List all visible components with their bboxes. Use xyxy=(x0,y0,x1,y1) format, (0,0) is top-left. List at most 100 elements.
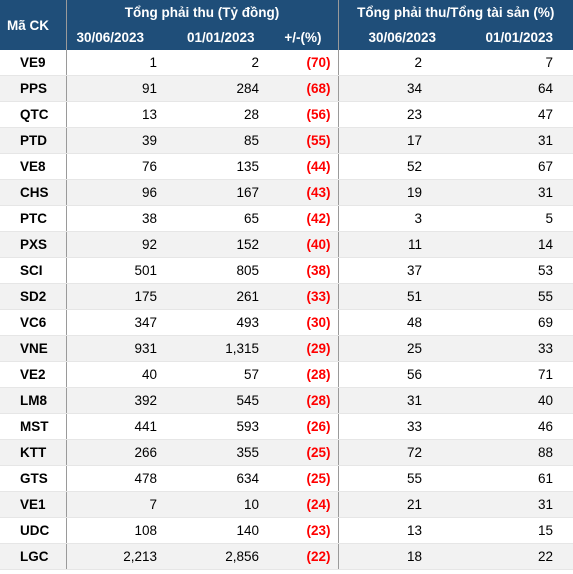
table-row: LM8 392 545 (28) 31 40 xyxy=(0,387,573,414)
ratio-prior: 88 xyxy=(454,439,573,466)
stock-symbol: MST xyxy=(0,413,67,440)
table-header: Mã CK Tổng phải thu (Tỷ đồng) Tổng phải … xyxy=(0,0,573,50)
receivables-prior: 261 xyxy=(165,283,267,310)
table-row: UDC 108 140 (23) 13 15 xyxy=(0,517,573,544)
stock-symbol: PPS xyxy=(0,75,67,102)
ratio-current: 21 xyxy=(338,491,455,518)
table-body: VE9 1 2 (70) 2 7 PPS 91 284 (68) 34 64 QTC 13 28 (56) 23… xyxy=(0,50,573,570)
stock-symbol: SCI xyxy=(0,257,67,284)
ratio-prior: 69 xyxy=(454,309,573,336)
receivables-current: 7 xyxy=(66,491,165,518)
stock-symbol: GTS xyxy=(0,465,67,492)
receivables-change: (26) xyxy=(267,413,339,440)
table-row: PTD 39 85 (55) 17 31 xyxy=(0,127,573,154)
table-row: SCI 501 805 (38) 37 53 xyxy=(0,257,573,284)
table-row: VE8 76 135 (44) 52 67 xyxy=(0,153,573,180)
receivables-current: 1 xyxy=(66,50,165,76)
receivables-prior: 140 xyxy=(165,517,267,544)
receivables-change: (40) xyxy=(267,231,339,258)
receivables-change: (38) xyxy=(267,257,339,284)
ratio-prior: 15 xyxy=(454,517,573,544)
ratio-prior: 40 xyxy=(454,387,573,414)
receivables-current: 478 xyxy=(66,465,165,492)
stock-symbol: CHS xyxy=(0,179,67,206)
ratio-current: 31 xyxy=(338,387,455,414)
receivables-prior: 65 xyxy=(165,205,267,232)
header-date-2: 01/01/2023 xyxy=(165,25,267,50)
receivables-change: (55) xyxy=(267,127,339,154)
receivables-change: (28) xyxy=(267,387,339,414)
ratio-prior: 64 xyxy=(454,75,573,102)
header-date-3: 30/06/2023 xyxy=(338,25,455,50)
ratio-current: 52 xyxy=(338,153,455,180)
receivables-current: 39 xyxy=(66,127,165,154)
ratio-prior: 71 xyxy=(454,361,573,388)
stock-symbol: KTT xyxy=(0,439,67,466)
stock-symbol: VE8 xyxy=(0,153,67,180)
stock-symbol: QTC xyxy=(0,101,67,128)
ratio-current: 3 xyxy=(338,205,455,232)
ratio-prior: 22 xyxy=(454,543,573,570)
ratio-prior: 47 xyxy=(454,101,573,128)
table-row: MST 441 593 (26) 33 46 xyxy=(0,413,573,440)
receivables-current: 91 xyxy=(66,75,165,102)
ratio-current: 72 xyxy=(338,439,455,466)
receivables-prior: 10 xyxy=(165,491,267,518)
ratio-prior: 14 xyxy=(454,231,573,258)
receivables-change: (43) xyxy=(267,179,339,206)
receivables-current: 392 xyxy=(66,387,165,414)
table-row: PTC 38 65 (42) 3 5 xyxy=(0,205,573,232)
ratio-prior: 67 xyxy=(454,153,573,180)
table-row: VE1 7 10 (24) 21 31 xyxy=(0,491,573,518)
receivables-current: 13 xyxy=(66,101,165,128)
receivables-change: (42) xyxy=(267,205,339,232)
stock-symbol: VC6 xyxy=(0,309,67,336)
receivables-prior: 28 xyxy=(165,101,267,128)
header-symbol: Mã CK xyxy=(0,0,67,50)
receivables-current: 2,213 xyxy=(66,543,165,570)
table-row: VC6 347 493 (30) 48 69 xyxy=(0,309,573,336)
receivables-change: (68) xyxy=(267,75,339,102)
receivables-current: 441 xyxy=(66,413,165,440)
ratio-current: 48 xyxy=(338,309,455,336)
receivables-prior: 1,315 xyxy=(165,335,267,362)
receivables-change: (22) xyxy=(267,543,339,570)
ratio-prior: 61 xyxy=(454,465,573,492)
ratio-current: 19 xyxy=(338,179,455,206)
stock-symbol: UDC xyxy=(0,517,67,544)
ratio-prior: 46 xyxy=(454,413,573,440)
table-row: VE9 1 2 (70) 2 7 xyxy=(0,50,573,76)
ratio-prior: 33 xyxy=(454,335,573,362)
header-date-1: 30/06/2023 xyxy=(66,25,165,50)
receivables-change: (25) xyxy=(267,465,339,492)
table-row: VNE 931 1,315 (29) 25 33 xyxy=(0,335,573,362)
table-row: CHS 96 167 (43) 19 31 xyxy=(0,179,573,206)
ratio-current: 56 xyxy=(338,361,455,388)
receivables-current: 40 xyxy=(66,361,165,388)
receivables-prior: 152 xyxy=(165,231,267,258)
header-receivables-ratio: Tổng phải thu/Tổng tài sản (%) xyxy=(338,0,573,25)
receivables-change: (33) xyxy=(267,283,339,310)
header-total-receivables: Tổng phải thu (Tỷ đồng) xyxy=(66,0,339,25)
stock-symbol: PTC xyxy=(0,205,67,232)
ratio-current: 11 xyxy=(338,231,455,258)
table-row: PPS 91 284 (68) 34 64 xyxy=(0,75,573,102)
table-row: PXS 92 152 (40) 11 14 xyxy=(0,231,573,258)
receivables-current: 38 xyxy=(66,205,165,232)
receivables-prior: 167 xyxy=(165,179,267,206)
receivables-prior: 2 xyxy=(165,50,267,76)
stock-symbol: LGC xyxy=(0,543,67,570)
ratio-current: 13 xyxy=(338,517,455,544)
ratio-current: 55 xyxy=(338,465,455,492)
table-row: SD2 175 261 (33) 51 55 xyxy=(0,283,573,310)
stock-symbol: VE2 xyxy=(0,361,67,388)
ratio-prior: 31 xyxy=(454,127,573,154)
receivables-current: 96 xyxy=(66,179,165,206)
ratio-current: 18 xyxy=(338,543,455,570)
stock-symbol: VE9 xyxy=(0,50,67,76)
receivables-change: (28) xyxy=(267,361,339,388)
receivables-change: (24) xyxy=(267,491,339,518)
stock-symbol: VNE xyxy=(0,335,67,362)
ratio-current: 33 xyxy=(338,413,455,440)
